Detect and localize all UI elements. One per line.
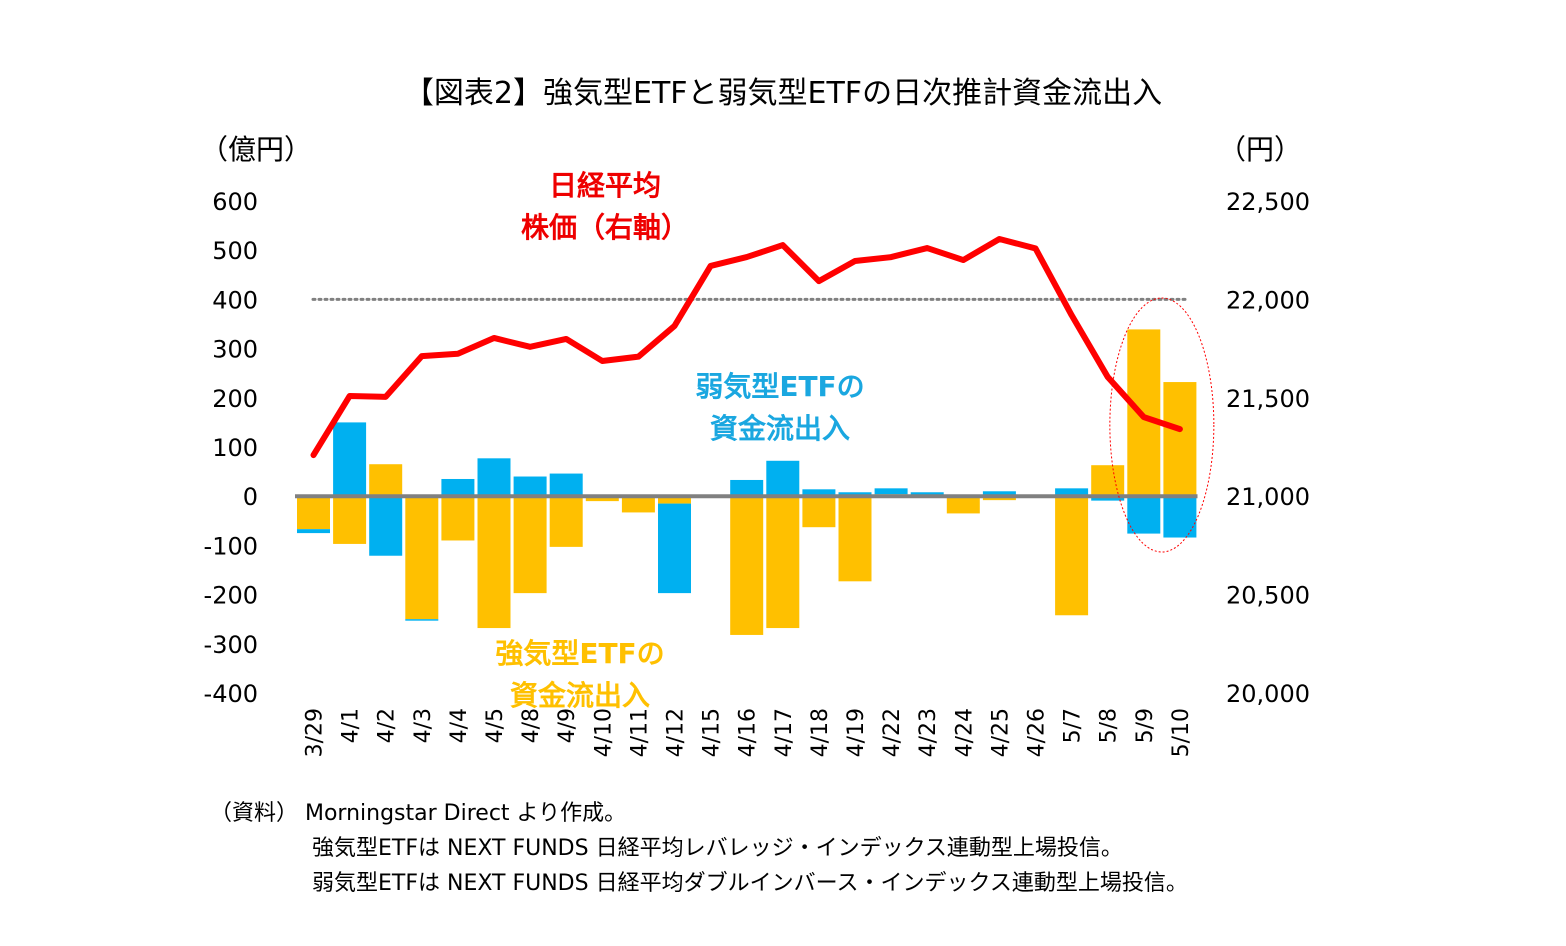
x-tick-label: 4/10 bbox=[591, 708, 616, 757]
left-y-tick-label: 300 bbox=[212, 336, 258, 364]
weak-etf-bar-5-8 bbox=[1091, 496, 1125, 501]
weak-etf-annotation: 弱気型ETFの 資金流出入 bbox=[660, 366, 900, 450]
x-tick-label: 4/17 bbox=[772, 708, 797, 757]
left-y-tick-label: 500 bbox=[212, 237, 258, 265]
x-tick-label: 4/5 bbox=[483, 708, 508, 743]
right-y-tick-label: 20,500 bbox=[1226, 582, 1310, 610]
left-y-tick-label: -100 bbox=[204, 532, 258, 560]
strong-etf-annotation-line2: 資金流出入 bbox=[509, 679, 650, 712]
weak-etf-bar-4-18 bbox=[802, 489, 836, 497]
nikkei-annotation: 日経平均 株価（右軸） bbox=[505, 165, 705, 249]
left-y-tick-label: 200 bbox=[212, 385, 258, 413]
left-y-tick-label: 100 bbox=[212, 434, 258, 462]
x-tick-label: 4/16 bbox=[736, 708, 761, 757]
left-y-tick-label: -200 bbox=[204, 582, 258, 610]
left-axis-unit: （億円） bbox=[200, 133, 313, 166]
weak-etf-bar-5-10 bbox=[1163, 496, 1197, 538]
weak-etf-bar-4-5 bbox=[477, 458, 511, 497]
x-tick-label: 4/4 bbox=[447, 708, 472, 743]
nikkei-annotation-line1: 日経平均 bbox=[548, 169, 661, 202]
strong-etf-bar-4-24 bbox=[946, 496, 980, 514]
weak-etf-bar-4-8 bbox=[513, 476, 547, 497]
x-tick-label: 5/9 bbox=[1133, 708, 1158, 743]
right-axis-unit: （円） bbox=[1218, 133, 1303, 166]
x-tick-label: 5/10 bbox=[1169, 708, 1194, 757]
left-y-tick-label: 400 bbox=[212, 286, 258, 314]
left-y-tick-label: -400 bbox=[204, 680, 258, 708]
x-tick-label: 5/8 bbox=[1097, 708, 1122, 743]
right-y-tick-label: 21,500 bbox=[1226, 385, 1310, 413]
strong-etf-bar-4-16 bbox=[730, 496, 764, 635]
nikkei-annotation-line2: 株価（右軸） bbox=[520, 211, 689, 244]
x-tick-label: 4/24 bbox=[952, 708, 977, 757]
strong-etf-bar-4-19 bbox=[838, 496, 872, 582]
x-tick-label: 4/1 bbox=[339, 708, 364, 743]
strong-etf-bar-4-17 bbox=[766, 496, 800, 629]
x-tick-label: 4/26 bbox=[1025, 708, 1050, 757]
left-y-tick-label: 0 bbox=[243, 483, 258, 511]
x-tick-label: 5/7 bbox=[1061, 708, 1086, 743]
strong-etf-bar-4-1 bbox=[333, 496, 367, 544]
strong-etf-bar-4-11 bbox=[621, 496, 655, 513]
highlight-ellipse bbox=[1109, 297, 1215, 553]
strong-etf-bar-3-29 bbox=[297, 496, 330, 530]
strong-etf-annotation: 強気型ETFの 資金流出入 bbox=[460, 633, 700, 717]
x-tick-label: 4/18 bbox=[808, 708, 833, 757]
strong-etf-bar-5-7 bbox=[1055, 496, 1089, 616]
strong-etf-bar-4-18 bbox=[802, 496, 836, 528]
source-notes: （資料） Morningstar Direct より作成。 強気型ETFは NE… bbox=[210, 796, 1188, 901]
x-tick-label: 4/25 bbox=[988, 708, 1013, 757]
strong-etf-bar-4-2 bbox=[369, 464, 403, 497]
left-y-tick-label: -300 bbox=[204, 631, 258, 659]
strong-etf-note: 強気型ETFは NEXT FUNDS 日経平均レバレッジ・インデックス連動型上場… bbox=[312, 836, 1123, 861]
weak-etf-bar-4-16 bbox=[730, 479, 764, 497]
weak-etf-bar-4-12 bbox=[658, 503, 691, 594]
x-tick-label: 4/2 bbox=[375, 708, 400, 743]
x-tick-label: 4/12 bbox=[664, 708, 689, 757]
strong-etf-bar-4-4 bbox=[441, 496, 475, 541]
x-tick-label: 4/8 bbox=[519, 708, 544, 743]
strong-etf-bar-4-5 bbox=[477, 496, 511, 629]
weak-etf-bar-5-9 bbox=[1127, 496, 1161, 534]
x-tick-label: 4/23 bbox=[916, 708, 941, 757]
x-tick-label: 4/3 bbox=[411, 708, 436, 743]
strong-etf-bar-4-8 bbox=[513, 496, 547, 594]
weak-etf-bar-4-4 bbox=[441, 478, 475, 497]
strong-etf-bar-4-3 bbox=[405, 496, 439, 620]
x-tick-label: 4/15 bbox=[700, 708, 725, 757]
weak-etf-bar-4-3 bbox=[405, 619, 439, 621]
x-tick-label: 4/22 bbox=[880, 708, 905, 757]
chart-title: 【図表2】強気型ETFと弱気型ETFの日次推計資金流出入 bbox=[403, 76, 1163, 111]
strong-etf-bar-4-12 bbox=[658, 496, 691, 504]
weak-etf-bar-5-7 bbox=[1055, 488, 1089, 497]
weak-etf-bar-4-25 bbox=[982, 491, 1016, 497]
weak-etf-bar-4-9 bbox=[549, 473, 583, 497]
x-tick-label: 4/19 bbox=[844, 708, 869, 757]
source-line: （資料） Morningstar Direct より作成。 bbox=[210, 801, 627, 826]
weak-etf-bar-4-1 bbox=[333, 422, 367, 497]
weak-etf-annotation-line1: 弱気型ETFの bbox=[695, 370, 865, 403]
x-tick-label: 4/11 bbox=[627, 708, 652, 757]
weak-etf-note: 弱気型ETFは NEXT FUNDS 日経平均ダブルインバース・インデックス連動… bbox=[312, 871, 1188, 896]
x-tick-label: 4/9 bbox=[555, 708, 580, 743]
strong-etf-bar-4-10 bbox=[585, 496, 619, 502]
weak-etf-bar-4-2 bbox=[369, 496, 403, 556]
strong-etf-bar-4-9 bbox=[549, 496, 583, 547]
weak-etf-bar-3-29 bbox=[297, 529, 330, 534]
strong-etf-annotation-line1: 強気型ETFの bbox=[495, 637, 665, 670]
weak-etf-bar-4-22 bbox=[874, 488, 908, 495]
x-tick-label: 3/29 bbox=[303, 708, 328, 757]
nikkei-line bbox=[310, 235, 1183, 459]
weak-etf-bar-4-17 bbox=[766, 460, 800, 497]
right-y-tick-label: 20,000 bbox=[1226, 680, 1310, 708]
right-y-tick-label: 21,000 bbox=[1226, 483, 1310, 511]
left-y-tick-label: 600 bbox=[212, 188, 258, 216]
strong-etf-bar-5-10 bbox=[1163, 382, 1197, 497]
strong-etf-bar-5-8 bbox=[1091, 465, 1125, 497]
right-y-tick-label: 22,000 bbox=[1226, 286, 1310, 314]
weak-etf-annotation-line2: 資金流出入 bbox=[709, 412, 850, 445]
right-y-tick-label: 22,500 bbox=[1226, 188, 1310, 216]
